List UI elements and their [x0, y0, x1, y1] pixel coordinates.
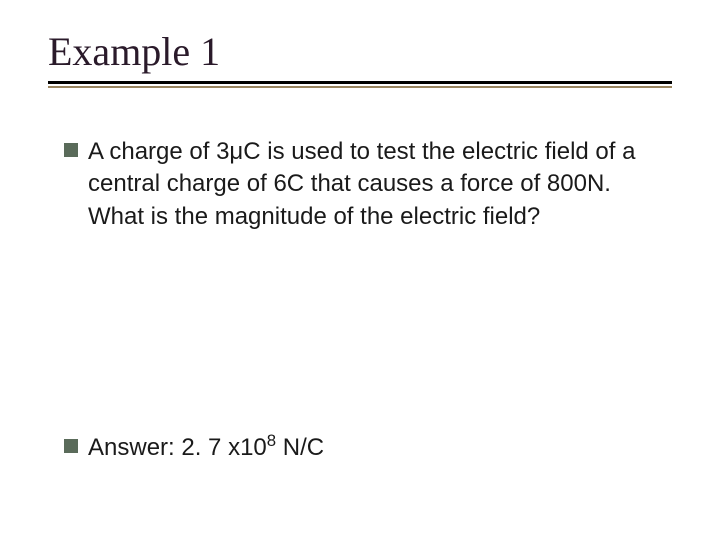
question-bullet: A charge of 3μC is used to test the elec… [48, 136, 672, 233]
bullet-square-icon [64, 143, 78, 157]
slide-container: Example 1 A charge of 3μC is used to tes… [0, 0, 720, 540]
underline-top [48, 81, 672, 84]
answer-exponent: 8 [267, 431, 276, 450]
answer-block: Answer: 2. 7 x108 N/C [48, 432, 672, 480]
answer-bullet: Answer: 2. 7 x108 N/C [48, 432, 672, 464]
bullet-square-icon [64, 439, 78, 453]
title-underline [48, 81, 672, 88]
question-text: A charge of 3μC is used to test the elec… [88, 136, 672, 233]
answer-suffix: N/C [276, 434, 324, 461]
answer-text: Answer: 2. 7 x108 N/C [88, 432, 324, 464]
underline-bottom [48, 86, 672, 88]
answer-prefix: Answer: 2. 7 x10 [88, 434, 267, 461]
slide-title: Example 1 [48, 28, 672, 75]
